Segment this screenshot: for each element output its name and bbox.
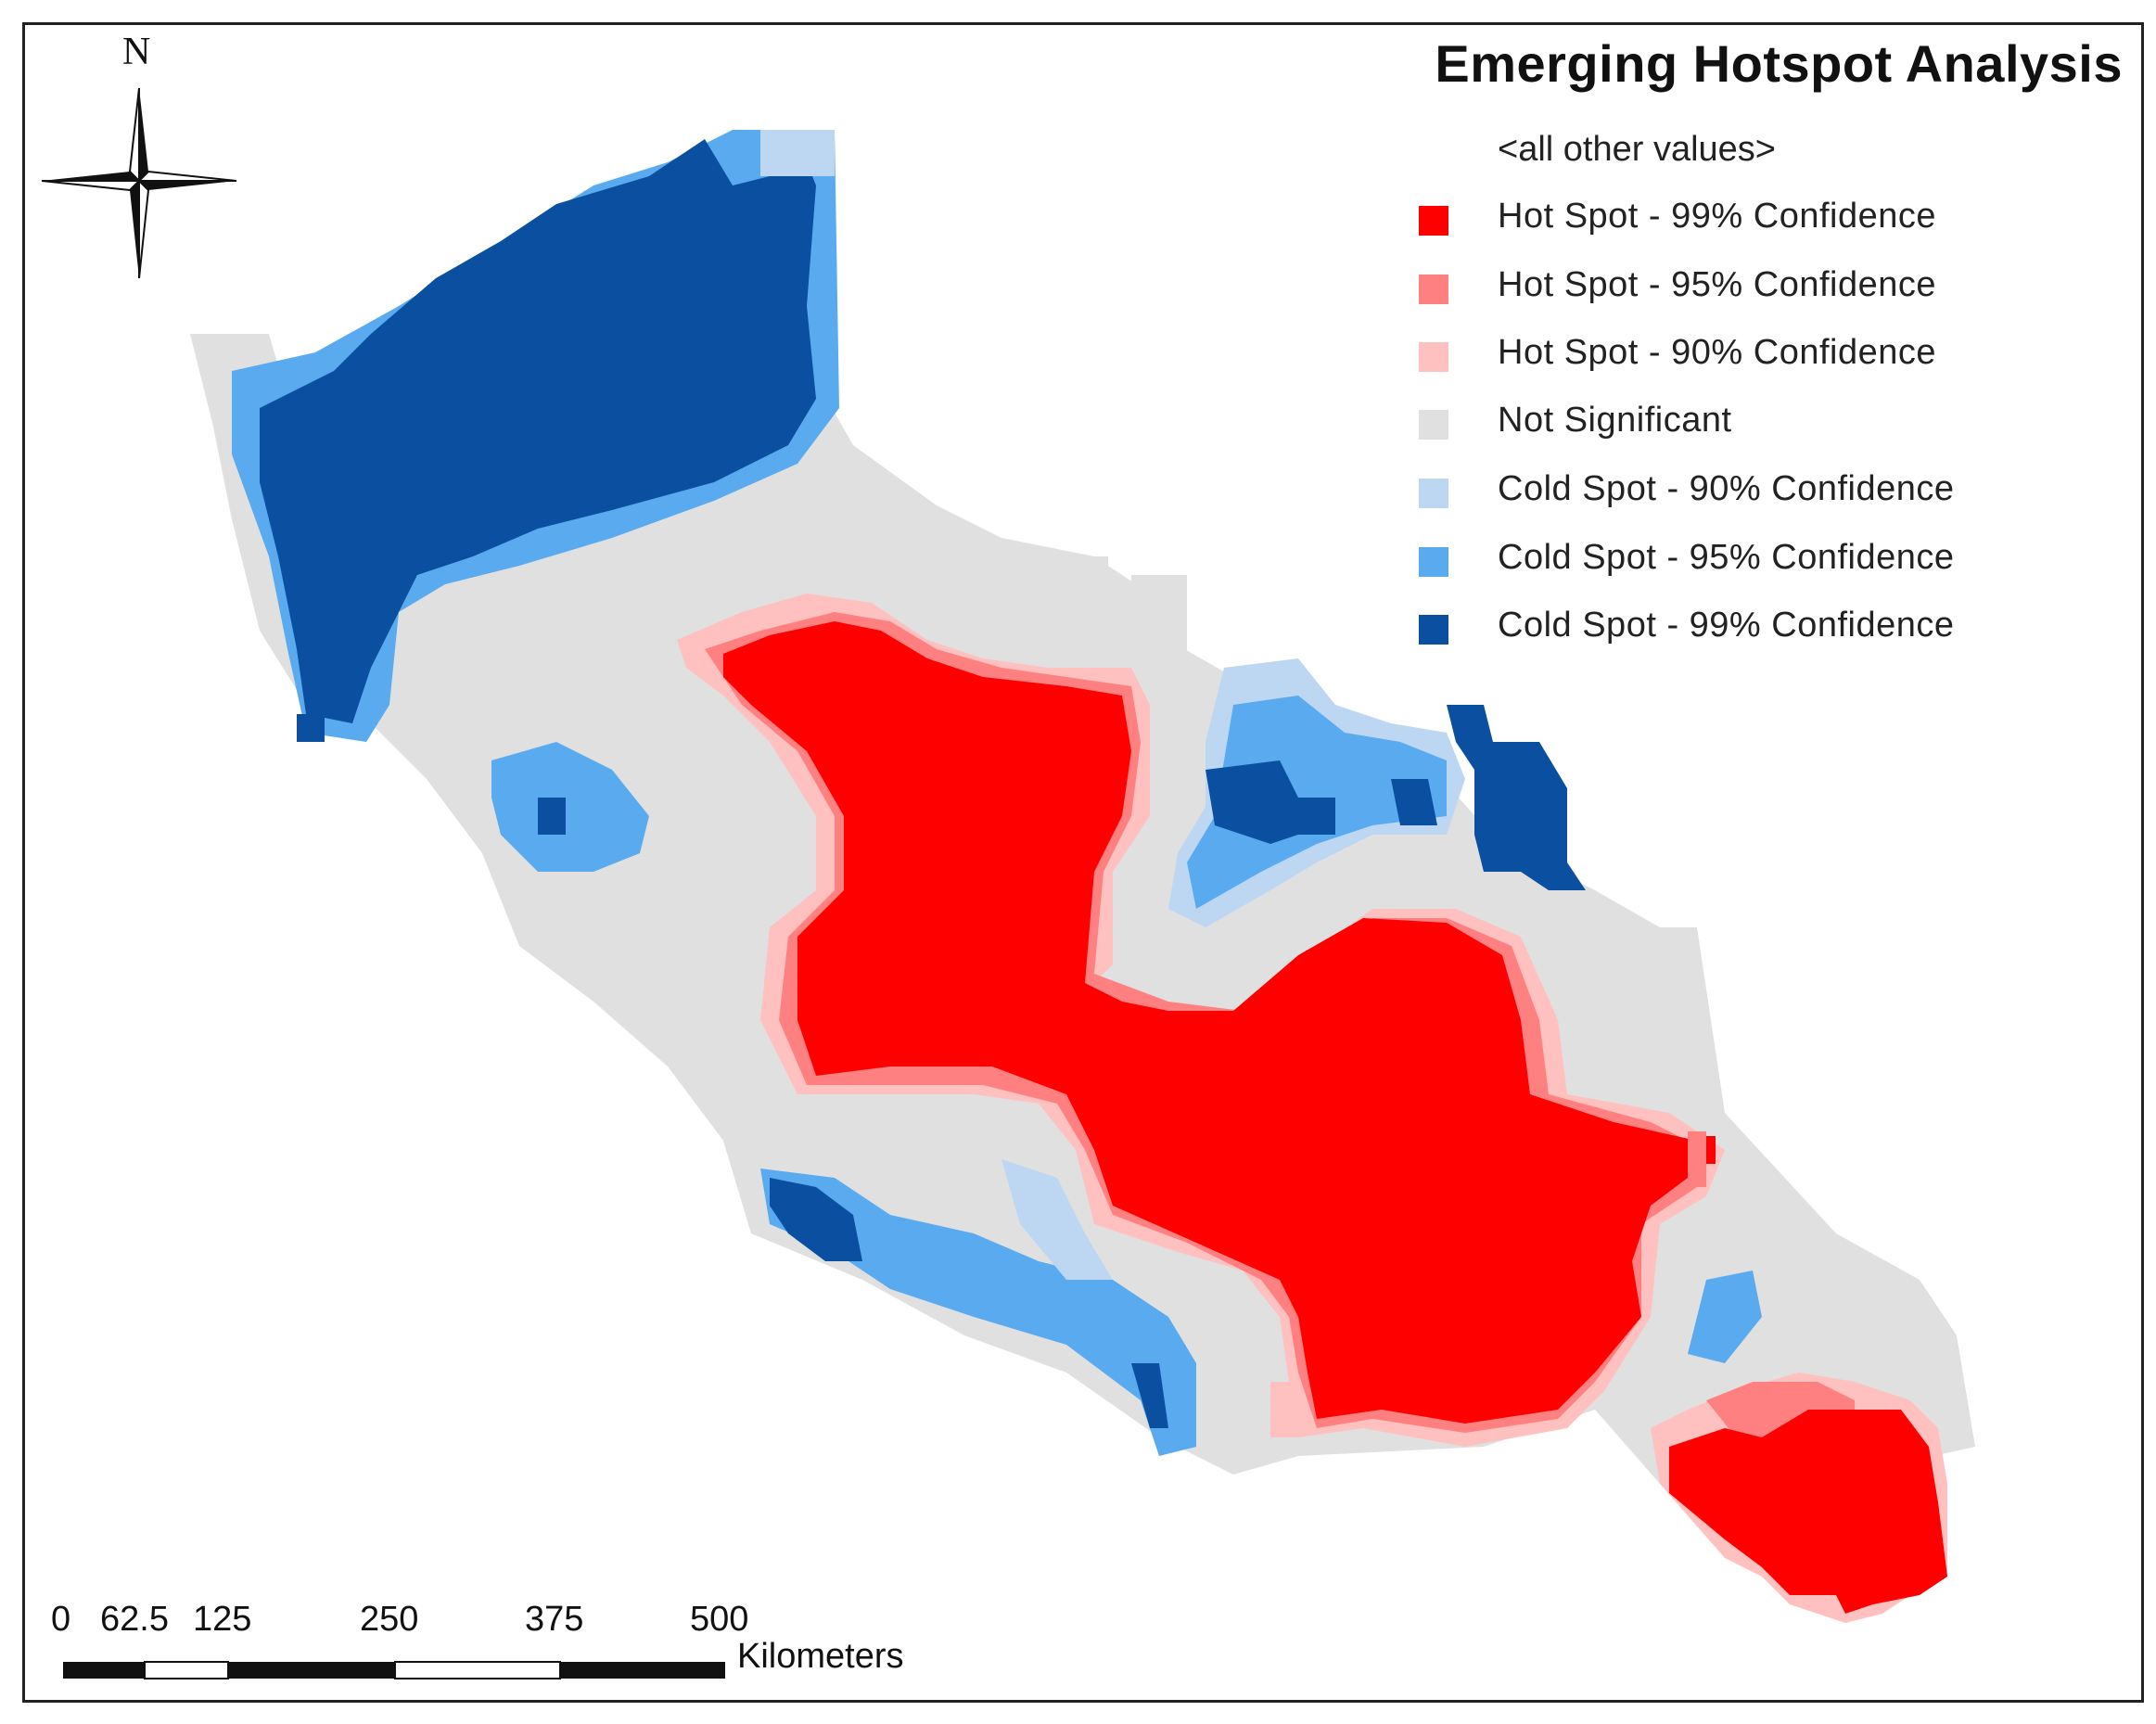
legend-swatch xyxy=(1419,547,1448,577)
scale-tick-label: 250 xyxy=(360,1600,419,1639)
region-cold-95-se xyxy=(1688,1271,1762,1363)
legend-label: Hot Spot - 90% Confidence xyxy=(1498,333,1936,372)
region-cold-99-e1 xyxy=(1206,760,1335,844)
legend-swatch xyxy=(1419,410,1448,440)
region-not-significant-patch xyxy=(1080,556,1108,584)
legend-label: Hot Spot - 99% Confidence xyxy=(1498,197,1936,236)
legend-swatch xyxy=(1419,206,1448,236)
legend-swatch xyxy=(1419,342,1448,372)
region-hot-95-patch xyxy=(1688,1131,1706,1187)
map-title: Emerging Hotspot Analysis xyxy=(1435,34,2123,93)
scale-unit-label: Kilometers xyxy=(737,1637,904,1676)
legend-label: Not Significant xyxy=(1498,401,1732,440)
region-cold-99-s1 xyxy=(770,1178,862,1261)
scale-tick-label: 125 xyxy=(193,1600,252,1639)
region-cold-95-w xyxy=(491,742,649,872)
north-label: N xyxy=(122,31,151,73)
region-hot-99-main xyxy=(723,621,1697,1424)
region-cold-99-w xyxy=(538,798,566,835)
region-cold-99-nw xyxy=(260,139,816,723)
scale-tick-label: 0 xyxy=(51,1600,71,1639)
region-cold-90-patch xyxy=(760,130,835,176)
scale-tick-label: 500 xyxy=(690,1600,749,1639)
scale-tick-label: 62.5 xyxy=(100,1600,169,1639)
legend-label: Cold Spot - 99% Confidence xyxy=(1498,606,1955,645)
legend-swatch xyxy=(1419,615,1448,645)
legend-swatch xyxy=(1419,479,1448,508)
legend-header: <all other values> xyxy=(1498,130,1776,169)
scale-bar xyxy=(63,1661,725,1679)
region-cold-99-patch xyxy=(297,714,325,742)
region-cold-90-s xyxy=(1001,1159,1113,1280)
region-not-significant-patch xyxy=(1131,575,1187,668)
region-cold-95-s xyxy=(760,1168,1196,1456)
region-cold-99-e2 xyxy=(1391,779,1437,825)
region-cold-99-s2 xyxy=(1131,1363,1168,1428)
north-arrow-icon xyxy=(41,87,237,279)
legend-label: Cold Spot - 95% Confidence xyxy=(1498,538,1955,577)
scale-tick-label: 375 xyxy=(525,1600,584,1639)
region-cold-99-e3 xyxy=(1447,705,1586,890)
region-hot-99-se xyxy=(1669,1410,1947,1614)
legend-label: Hot Spot - 95% Confidence xyxy=(1498,265,1936,304)
region-hot-90-patch xyxy=(1270,1382,1298,1437)
legend-swatch xyxy=(1419,275,1448,304)
legend-label: Cold Spot - 90% Confidence xyxy=(1498,469,1955,508)
